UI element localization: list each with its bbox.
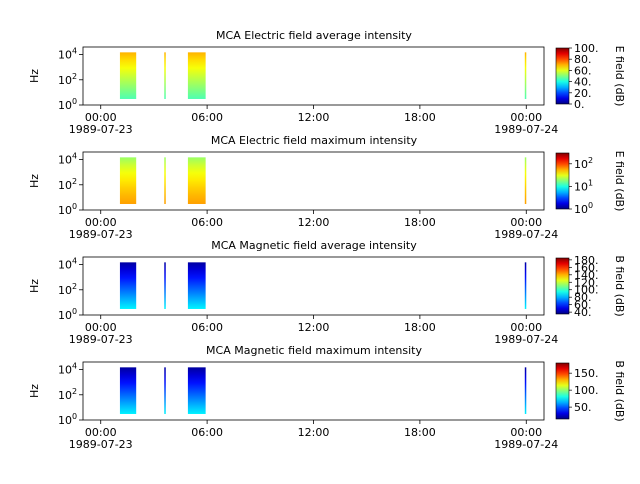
x-date-label: 1989-07-23 [69, 333, 133, 346]
x-tick-label: 06:00 [191, 321, 223, 334]
spectrogram-block [164, 157, 166, 204]
x-tick-label: 12:00 [298, 111, 330, 124]
plot-frame [82, 151, 545, 211]
x-tick-label: 12:00 [298, 321, 330, 334]
spectrogram-block [119, 52, 137, 99]
plot-frame [82, 361, 545, 421]
y-tick-label: 104 [58, 47, 77, 62]
spectrogram-block [187, 52, 206, 99]
spectrogram-block [164, 262, 166, 309]
x-tick-label: 06:00 [191, 111, 223, 124]
colorbar-tick-label: 50. [574, 401, 592, 414]
x-date-label: 1989-07-24 [494, 123, 558, 136]
x-date-label: 1989-07-23 [69, 123, 133, 136]
x-tick-label: 18:00 [404, 111, 436, 124]
colorbar-tick-label: 80. [574, 291, 592, 304]
x-date-label: 1989-07-24 [494, 228, 558, 241]
spectrogram-block [524, 367, 527, 414]
colorbar [555, 257, 570, 315]
spectrogram-block [524, 157, 527, 204]
colorbar-tick-label: 0. [574, 98, 585, 111]
colorbar [555, 47, 570, 105]
y-tick-label: 104 [58, 362, 77, 377]
colorbar-tick-label: 140. [574, 269, 599, 282]
spectrogram-block [119, 157, 137, 204]
colorbar-tick-label: 80. [574, 53, 592, 66]
panel-title: MCA Magnetic field average intensity [211, 239, 417, 252]
spectrogram-block [119, 367, 137, 414]
colorbar-tick-label: 150. [574, 367, 599, 380]
x-tick-label: 00:00 [510, 426, 542, 439]
y-tick-label: 100 [58, 202, 77, 217]
colorbar-tick-label: 160. [574, 261, 599, 274]
y-tick-label: 102 [58, 177, 77, 192]
x-tick-label: 00:00 [510, 111, 542, 124]
colorbar-tick-label: 120. [574, 276, 599, 289]
colorbar-tick-label: 40. [574, 306, 592, 319]
y-tick-label: 104 [58, 257, 77, 272]
colorbar-label: B field (dB) [613, 255, 626, 316]
plot-frame [82, 256, 545, 316]
x-tick-label: 00:00 [510, 321, 542, 334]
x-tick-label: 18:00 [404, 321, 436, 334]
y-tick-label: 104 [58, 152, 77, 167]
colorbar-tick-label: 60. [574, 64, 592, 77]
x-date-label: 1989-07-23 [69, 228, 133, 241]
colorbar-label: E field (dB) [613, 46, 626, 107]
panel-title: MCA Electric field maximum intensity [211, 134, 418, 147]
y-tick-label: 102 [58, 282, 77, 297]
spectrogram-block [524, 262, 527, 309]
spectrogram-block [164, 367, 166, 414]
x-tick-label: 00:00 [85, 216, 117, 229]
colorbar-label: E field (dB) [613, 151, 626, 212]
colorbar [555, 152, 570, 210]
y-tick-label: 100 [58, 97, 77, 112]
y-tick-label: 100 [58, 307, 77, 322]
x-tick-label: 18:00 [404, 426, 436, 439]
x-tick-label: 06:00 [191, 216, 223, 229]
spectrogram-block [187, 262, 206, 309]
colorbar-tick-label: 100. [574, 42, 599, 55]
x-tick-label: 12:00 [298, 216, 330, 229]
colorbar-tick-label: 180. [574, 254, 599, 267]
spectrogram-block [187, 157, 206, 204]
y-axis-label: Hz [28, 384, 41, 398]
x-tick-label: 00:00 [85, 321, 117, 334]
y-tick-label: 102 [58, 72, 77, 87]
x-date-label: 1989-07-23 [69, 438, 133, 451]
y-tick-label: 100 [58, 412, 77, 427]
colorbar-tick-label: 20. [574, 87, 592, 100]
spectrogram-block [524, 52, 527, 99]
colorbar-tick-label: 101 [574, 178, 593, 193]
panel-title: MCA Electric field average intensity [216, 29, 412, 42]
x-tick-label: 00:00 [510, 216, 542, 229]
spectrogram-block [119, 262, 137, 309]
x-tick-label: 12:00 [298, 426, 330, 439]
x-tick-label: 00:00 [85, 111, 117, 124]
colorbar-tick-label: 100 [574, 201, 593, 216]
x-date-label: 1989-07-24 [494, 333, 558, 346]
x-date-label: 1989-07-24 [494, 438, 558, 451]
plot-frame [82, 46, 545, 106]
spectrogram-block [164, 52, 166, 99]
y-tick-label: 102 [58, 387, 77, 402]
colorbar-tick-label: 40. [574, 76, 592, 89]
colorbar-tick-label: 102 [574, 156, 593, 171]
colorbar-tick-label: 100. [574, 384, 599, 397]
panel-title: MCA Magnetic field maximum intensity [206, 344, 422, 357]
x-tick-label: 18:00 [404, 216, 436, 229]
colorbar [555, 362, 570, 420]
y-axis-label: Hz [28, 69, 41, 83]
colorbar-tick-label: 100. [574, 284, 599, 297]
y-axis-label: Hz [28, 174, 41, 188]
x-tick-label: 00:00 [85, 426, 117, 439]
y-axis-label: Hz [28, 279, 41, 293]
spectrogram-block [187, 367, 206, 414]
colorbar-label: B field (dB) [613, 360, 626, 421]
x-tick-label: 06:00 [191, 426, 223, 439]
colorbar-tick-label: 60. [574, 299, 592, 312]
